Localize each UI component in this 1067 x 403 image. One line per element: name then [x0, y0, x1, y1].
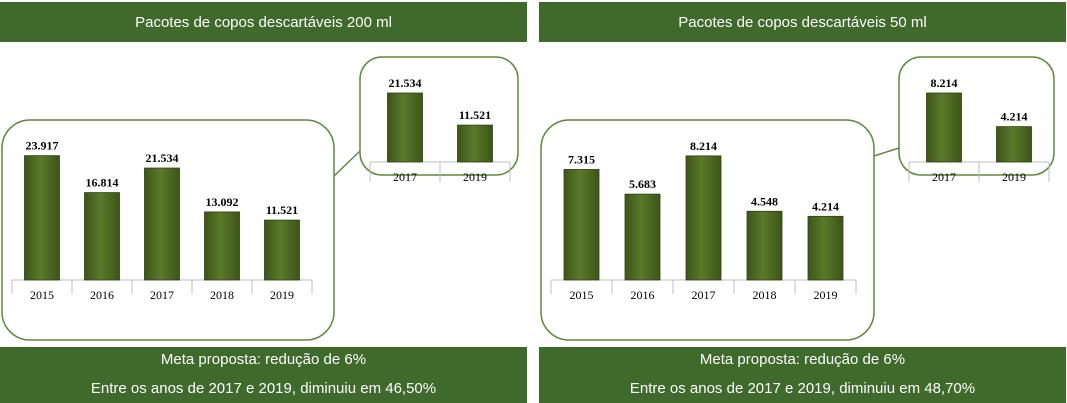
tick-label-2016: 2016 — [90, 288, 114, 302]
bar-2019 — [264, 219, 300, 281]
inset-data-label-2019: 4.214 — [1001, 110, 1028, 124]
data-label-2016: 5.683 — [629, 177, 656, 191]
bar-2016 — [624, 193, 661, 281]
inset-bar-2017 — [387, 92, 423, 163]
bar-2018 — [204, 211, 240, 281]
chart-200ml: 23.917 2015 16.814 2016 21.534 2017 13.092 2018… — [1, 56, 519, 341]
inset-bar-2019 — [457, 124, 493, 163]
tick-label-2015: 2015 — [30, 288, 54, 302]
data-label-2018: 4.548 — [751, 194, 778, 208]
panel-title: Pacotes de copos descartáveis 50 ml — [539, 2, 1066, 42]
panel-200ml: Pacotes de copos descartáveis 200 ml 23.… — [0, 0, 527, 403]
bar-2016 — [84, 192, 120, 281]
inset-data-label-2017: 8.214 — [931, 76, 958, 90]
bar-2017 — [685, 155, 722, 281]
data-label-2019: 4.214 — [812, 199, 839, 213]
callout-connector — [333, 150, 361, 177]
data-label-2017: 8.214 — [690, 139, 717, 153]
chart-50ml: 7.315 2015 5.683 2016 8.214 2017 4.548 2018 4.21… — [540, 56, 1055, 341]
panel-footer: Meta proposta: redução de 6% Entre os an… — [539, 347, 1066, 403]
tick-label-2018: 2018 — [210, 288, 234, 302]
tick-label-2019: 2019 — [814, 288, 838, 302]
inset-tick-label-2019: 2019 — [1002, 170, 1026, 184]
bar-2019 — [807, 215, 844, 281]
inset-data-label-2017: 21.534 — [389, 76, 422, 90]
footer-result-text: Entre os anos de 2017 e 2019, diminuiu e… — [629, 380, 976, 397]
inset-tick-label-2019: 2019 — [463, 170, 487, 184]
inset-chart-frame — [359, 56, 519, 176]
bar-2015 — [563, 169, 600, 281]
data-label-2018: 13.092 — [206, 195, 239, 209]
footer-result-text: Entre os anos de 2017 e 2019, diminuiu e… — [90, 380, 437, 397]
inset-bar-2019 — [996, 126, 1032, 163]
data-label-2015: 7.315 — [568, 152, 595, 166]
inset-data-label-2019: 11.521 — [459, 108, 491, 122]
tick-label-2015: 2015 — [570, 288, 594, 302]
bar-2018 — [746, 210, 783, 281]
panel-50ml: Pacotes de copos descartáveis 50 ml 7.31… — [539, 0, 1066, 403]
data-label-2017: 21.534 — [146, 151, 179, 165]
panel-title: Pacotes de copos descartáveis 200 ml — [0, 2, 527, 42]
tick-label-2016: 2016 — [631, 288, 655, 302]
tick-label-2017: 2017 — [692, 288, 716, 302]
data-label-2016: 16.814 — [86, 176, 119, 190]
panel-footer: Meta proposta: redução de 6% Entre os an… — [0, 347, 527, 403]
callout-connector — [873, 147, 900, 157]
footer-goal-text: Meta proposta: redução de 6% — [699, 351, 906, 368]
inset-tick-label-2017: 2017 — [393, 170, 417, 184]
tick-label-2017: 2017 — [150, 288, 174, 302]
tick-label-2019: 2019 — [270, 288, 294, 302]
bar-2017 — [144, 167, 180, 281]
bar-2015 — [24, 155, 60, 281]
inset-tick-label-2017: 2017 — [932, 170, 956, 184]
inset-bar-2017 — [926, 92, 962, 163]
data-label-2019: 11.521 — [266, 203, 298, 217]
data-label-2015: 23.917 — [26, 139, 59, 153]
tick-label-2018: 2018 — [753, 288, 777, 302]
footer-goal-text: Meta proposta: redução de 6% — [160, 351, 367, 368]
